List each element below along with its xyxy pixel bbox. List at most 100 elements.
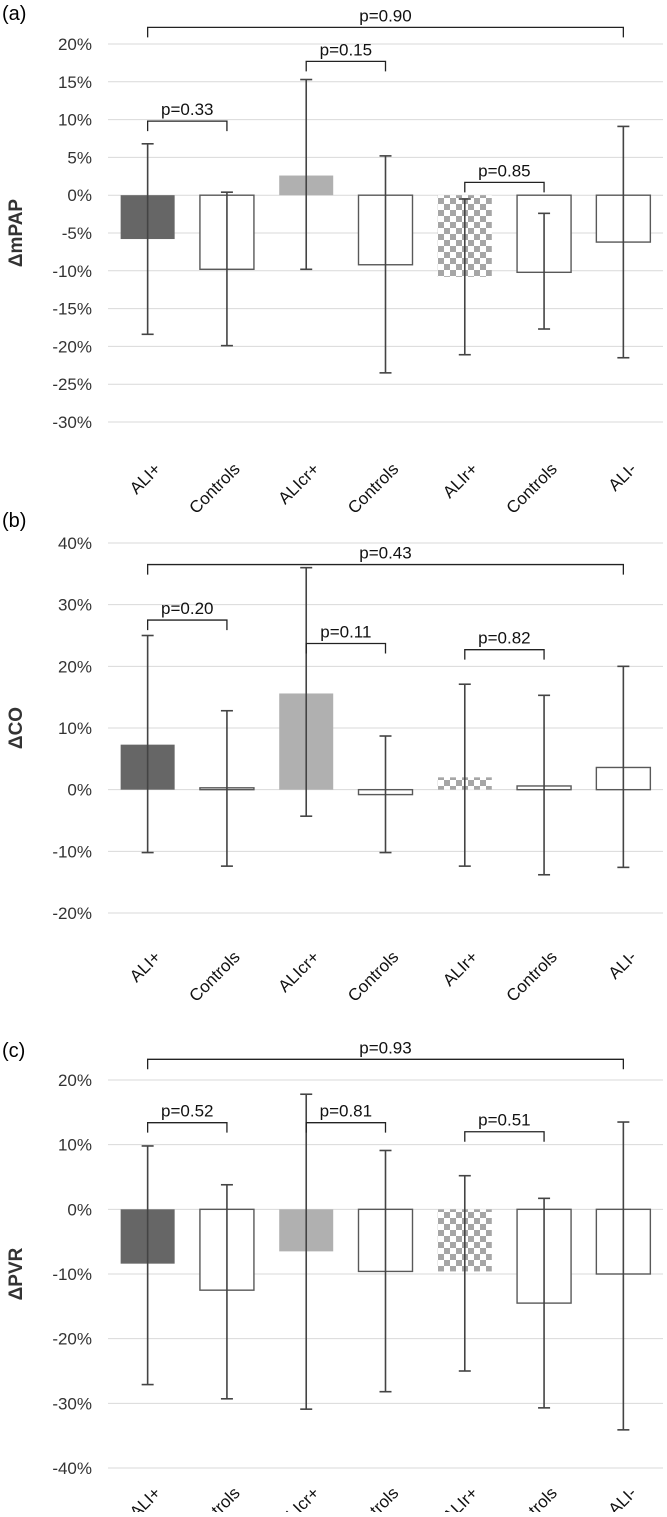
bracket-line (146, 563, 625, 575)
error-bar-5 (458, 198, 471, 356)
y-tick-label: 20% (58, 35, 92, 54)
x-tick-label: ALI+ (126, 1483, 165, 1512)
p-value-label: p=0.51 (478, 1111, 530, 1130)
y-tick-label: 10% (58, 111, 92, 130)
error-bar-6 (538, 212, 551, 330)
y-tick-label: 20% (58, 657, 92, 676)
error-bar-4 (379, 1149, 392, 1393)
panel-label: (a) (2, 3, 26, 25)
comparison-bracket-2: p=0.52 (146, 1102, 228, 1133)
y-tick-label: -10% (52, 262, 92, 281)
error-bar-4 (379, 155, 392, 374)
error-bar-7 (617, 125, 630, 359)
p-value-label: p=0.11 (320, 623, 371, 642)
y-tick-label: 40% (58, 534, 92, 553)
chart-panel-1: (a) ΔmPAP 20% 15% 10% 5% 0% -5% -10% -15% -20% -25%… (2, 3, 663, 518)
comparison-bracket-3: p=0.81 (305, 1102, 387, 1133)
bracket-line (146, 26, 625, 38)
p-value-label: p=0.20 (161, 599, 213, 618)
error-bar-3 (300, 1093, 313, 1410)
x-tick-label: ALI+ (126, 459, 165, 498)
p-value-label: p=0.82 (478, 629, 530, 648)
y-tick-label: 0% (67, 186, 92, 205)
comparison-bracket-1: p=0.93 (146, 1038, 625, 1070)
x-tick-label: Controls (344, 1483, 402, 1512)
x-tick-label: ALIr+ (439, 1483, 482, 1512)
bracket-line (146, 619, 228, 631)
p-value-label: p=0.15 (320, 40, 372, 59)
error-bar-6 (538, 694, 551, 876)
x-tick-label: Controls (186, 459, 244, 517)
error-bar-2 (220, 1183, 233, 1400)
error-bar-7 (617, 665, 630, 869)
x-tick-label: Controls (503, 459, 561, 517)
bracket-line (146, 1058, 625, 1070)
y-axis-label: ΔPVR (6, 1247, 27, 1300)
x-tick-label: ALI- (605, 459, 640, 494)
x-tick-label: ALI- (605, 1483, 640, 1512)
x-tick-label: ALIcr+ (275, 947, 324, 996)
x-tick-label: Controls (186, 1483, 244, 1512)
y-tick-label: -20% (52, 337, 92, 356)
x-tick-label: ALIcr+ (275, 1483, 324, 1512)
comparison-bracket-3: p=0.33 (146, 100, 228, 132)
bracket-line (464, 181, 545, 193)
bracket-line (464, 1131, 545, 1142)
p-value-label: p=0.93 (359, 1038, 411, 1057)
x-tick-label: ALI- (605, 947, 640, 982)
x-tick-label: ALI+ (126, 947, 165, 986)
comparison-bracket-2: p=0.15 (305, 40, 387, 72)
error-bar-2 (220, 191, 233, 347)
panel-label: (b) (2, 510, 26, 532)
bracket-line (305, 60, 387, 72)
comparison-bracket-4: p=0.85 (464, 161, 545, 193)
error-bar-1 (141, 634, 154, 854)
p-value-label: p=0.85 (478, 161, 530, 180)
error-bar-1 (141, 142, 154, 336)
error-bar-3 (300, 566, 313, 817)
y-tick-label: 20% (58, 1071, 92, 1090)
error-bar-5 (458, 1174, 471, 1372)
comparison-bracket-3: p=0.11 (305, 623, 387, 654)
p-value-label: p=0.81 (320, 1102, 372, 1121)
y-tick-label: 10% (58, 719, 92, 738)
y-tick-label: 0% (67, 781, 92, 800)
y-tick-label: 15% (58, 73, 92, 92)
comparison-bracket-4: p=0.51 (464, 1111, 545, 1142)
error-bar-7 (617, 1121, 630, 1431)
p-value-label: p=0.52 (161, 1102, 213, 1121)
comparison-bracket-1: p=0.90 (146, 6, 625, 38)
x-tick-label: Controls (344, 459, 402, 517)
x-tick-label: Controls (186, 947, 244, 1005)
y-tick-label: -25% (52, 375, 92, 394)
y-tick-label: -10% (52, 842, 92, 861)
y-tick-label: -20% (52, 1330, 92, 1349)
x-tick-label: ALIr+ (439, 947, 482, 990)
y-tick-label: -10% (52, 1265, 92, 1284)
error-bar-5 (458, 683, 471, 867)
y-tick-label: 10% (58, 1136, 92, 1155)
bracket-line (146, 1122, 228, 1133)
comparison-bracket-4: p=0.82 (464, 629, 545, 660)
comparison-bracket-2: p=0.20 (146, 599, 228, 631)
x-tick-label: Controls (503, 947, 561, 1005)
y-tick-label: -20% (52, 904, 92, 923)
y-tick-label: -30% (52, 1394, 92, 1413)
x-tick-label: Controls (344, 947, 402, 1005)
x-tick-label: ALIr+ (439, 459, 482, 502)
bracket-line (146, 120, 228, 132)
error-bar-1 (141, 1145, 154, 1386)
comparison-bracket-1: p=0.43 (146, 544, 625, 575)
error-bar-2 (220, 709, 233, 867)
p-value-label: p=0.90 (359, 6, 411, 25)
p-value-label: p=0.33 (161, 100, 213, 119)
y-tick-label: -15% (52, 300, 92, 319)
y-axis-label: ΔmPAP (6, 199, 27, 268)
bracket-line (305, 1122, 387, 1133)
p-value-label: p=0.43 (359, 544, 411, 563)
error-bar-4 (379, 735, 392, 854)
bracket-line (305, 642, 387, 654)
x-tick-label: ALIcr+ (275, 459, 324, 508)
